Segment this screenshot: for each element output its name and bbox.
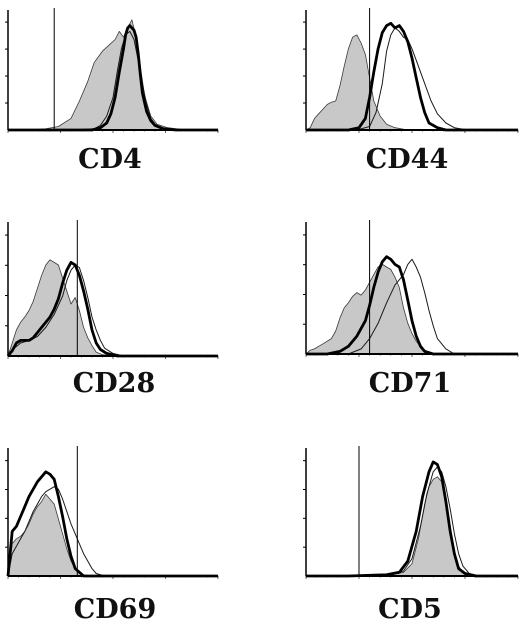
histogram-filled-cd5	[305, 476, 519, 577]
panel-label-cd28: CD28	[73, 368, 155, 399]
histogram-thick-cd44	[306, 21, 518, 132]
histogram-filled-cd71	[305, 264, 519, 355]
histogram-thick-cd69	[6, 470, 218, 578]
histogram-thick-cd28	[6, 261, 218, 358]
panel-label-cd44: CD44	[366, 144, 448, 175]
histogram-thick-cd71	[306, 255, 518, 356]
panel-label-cd71: CD71	[369, 368, 451, 399]
panel-cd44: CD44	[303, 8, 519, 175]
panel-cd69: CD69	[5, 446, 219, 623]
panel-cd5: CD5	[303, 446, 519, 623]
histogram-filled-cd4	[7, 19, 219, 131]
panel-cd71: CD71	[303, 220, 519, 399]
panel-cd4: CD4	[5, 8, 219, 175]
panel-label-cd4: CD4	[78, 144, 142, 175]
histogram-filled-cd28	[7, 259, 219, 357]
panel-cd28: CD28	[5, 220, 219, 399]
histogram-thin-cd5	[306, 466, 518, 577]
histogram-filled-cd69	[7, 493, 219, 577]
histogram-thin-cd71	[306, 258, 518, 355]
histogram-thick-cd5	[306, 460, 518, 578]
panel-label-cd5: CD5	[378, 594, 442, 623]
histogram-thick-cd4	[8, 24, 218, 132]
histogram-filled-cd44	[305, 34, 519, 131]
panel-label-cd69: CD69	[74, 594, 156, 623]
